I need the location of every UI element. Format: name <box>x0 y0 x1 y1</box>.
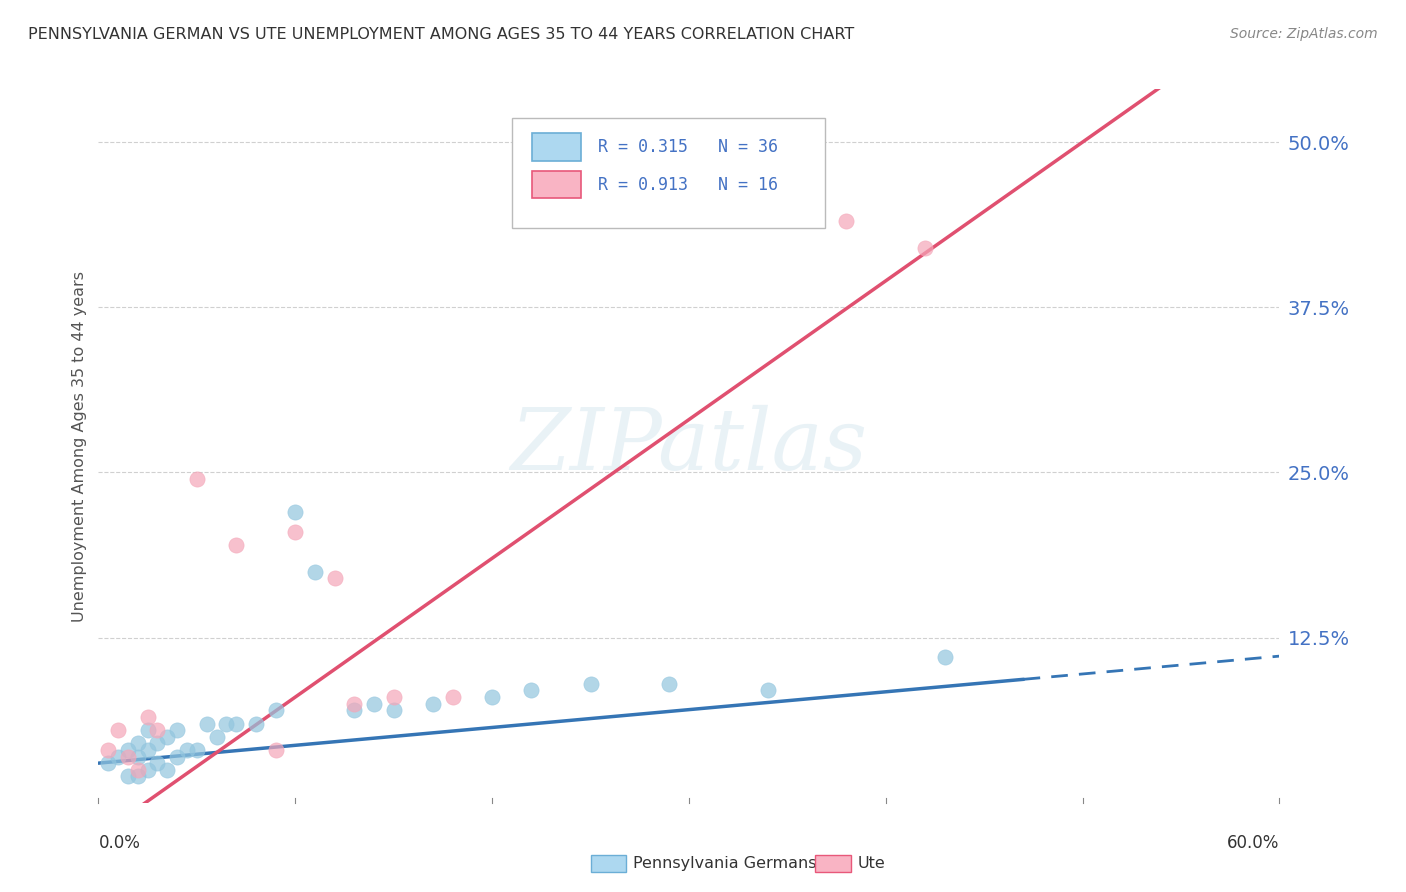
Point <box>756 683 779 698</box>
Text: Source: ZipAtlas.com: Source: ZipAtlas.com <box>1230 27 1378 41</box>
Point <box>127 736 149 750</box>
Point <box>127 769 149 783</box>
Point <box>117 769 139 783</box>
Point <box>835 214 858 228</box>
Text: Pennsylvania Germans: Pennsylvania Germans <box>633 856 817 871</box>
Point <box>97 743 120 757</box>
Point <box>107 749 129 764</box>
Point <box>264 703 287 717</box>
Point <box>304 565 326 579</box>
Point <box>481 690 503 704</box>
Point <box>136 710 159 724</box>
Point <box>146 736 169 750</box>
Point <box>284 505 307 519</box>
Point <box>117 749 139 764</box>
Point <box>186 743 208 757</box>
Point <box>97 756 120 771</box>
Point <box>441 690 464 704</box>
Point <box>264 743 287 757</box>
Point <box>127 749 149 764</box>
Point <box>579 677 602 691</box>
Point <box>186 472 208 486</box>
Point <box>205 730 228 744</box>
Text: PENNSYLVANIA GERMAN VS UTE UNEMPLOYMENT AMONG AGES 35 TO 44 YEARS CORRELATION CH: PENNSYLVANIA GERMAN VS UTE UNEMPLOYMENT … <box>28 27 855 42</box>
Point <box>934 650 956 665</box>
Y-axis label: Unemployment Among Ages 35 to 44 years: Unemployment Among Ages 35 to 44 years <box>72 270 87 622</box>
Point <box>195 716 218 731</box>
Point <box>136 743 159 757</box>
Point <box>422 697 444 711</box>
Point <box>284 524 307 539</box>
Point <box>117 743 139 757</box>
Point <box>146 756 169 771</box>
Point <box>343 703 366 717</box>
Point <box>166 723 188 738</box>
Point <box>363 697 385 711</box>
Point <box>136 763 159 777</box>
Point <box>343 697 366 711</box>
Point <box>136 723 159 738</box>
Point <box>176 743 198 757</box>
Point <box>658 677 681 691</box>
Text: Ute: Ute <box>858 856 886 871</box>
Point <box>914 241 936 255</box>
Text: R = 0.315   N = 36: R = 0.315 N = 36 <box>598 138 778 156</box>
Point <box>156 730 179 744</box>
Point <box>382 690 405 704</box>
Point <box>146 723 169 738</box>
Point <box>382 703 405 717</box>
Point <box>520 683 543 698</box>
Point <box>166 749 188 764</box>
FancyBboxPatch shape <box>531 171 582 198</box>
Text: R = 0.913   N = 16: R = 0.913 N = 16 <box>598 176 778 194</box>
FancyBboxPatch shape <box>512 118 825 228</box>
Text: 60.0%: 60.0% <box>1227 834 1279 852</box>
Point <box>156 763 179 777</box>
Point <box>245 716 267 731</box>
Point <box>323 571 346 585</box>
FancyBboxPatch shape <box>531 134 582 161</box>
Text: ZIPatlas: ZIPatlas <box>510 405 868 487</box>
Point <box>127 763 149 777</box>
Point <box>215 716 238 731</box>
Point <box>225 538 247 552</box>
Point <box>107 723 129 738</box>
Point <box>225 716 247 731</box>
Text: 0.0%: 0.0% <box>98 834 141 852</box>
